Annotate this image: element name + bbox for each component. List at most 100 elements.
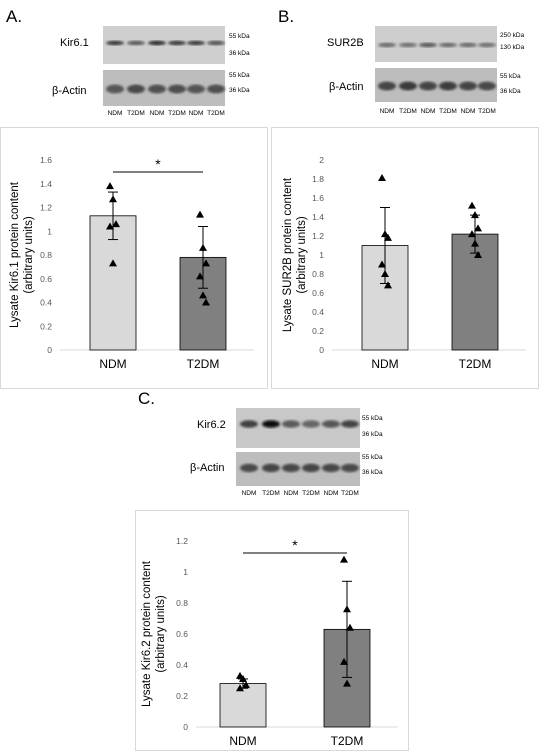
- blot-c-lane-1: NDM: [242, 490, 257, 497]
- chart-c-ytick-2: 0.4: [176, 660, 188, 670]
- chart-a-xlabel-t2dm: T2DM: [187, 357, 220, 371]
- chart-c-ytick-1: 0.2: [176, 691, 188, 701]
- blot-c-marker-2: 36 kDa: [362, 431, 383, 438]
- chart-b-point-ndm-2: [384, 233, 392, 241]
- panel-letter-b: B.: [278, 7, 294, 26]
- blot-a-marker-2: 36 kDa: [229, 50, 250, 57]
- chart-b-ytick-9: 1.8: [312, 174, 324, 184]
- blot-a-target-bands: [106, 40, 225, 46]
- blot-b: SUR2B β-Actin 250 kDa 130 kDa 55 kDa 36 …: [327, 26, 525, 115]
- chart-b-ylabel-line-1: Lysate SUR2B protein content: [282, 177, 294, 332]
- chart-a-ytick-7: 1.4: [40, 179, 52, 189]
- chart-a-point-t2dm-3: [196, 272, 204, 280]
- blot-c-loading-bands: [240, 463, 359, 473]
- chart-a-point-t2dm-0: [196, 210, 204, 218]
- blot-a-marker-3: 55 kDa: [229, 72, 250, 79]
- blot-c-lane-3: NDM: [284, 490, 299, 497]
- blot-a-target-band-4: [168, 40, 186, 46]
- chart-c-ytick-3: 0.6: [176, 629, 188, 639]
- blot-c-target-band-6: [341, 420, 359, 428]
- blot-c-lane-2: T2DM: [262, 490, 280, 497]
- blot-a-target-membrane: [103, 26, 225, 64]
- blot-c-loading-band-5: [322, 463, 340, 473]
- blot-a-loading-band-2: [127, 84, 145, 94]
- blot-a-loading-band-6: [207, 84, 225, 94]
- blot-c-loading-band-3: [282, 463, 300, 473]
- blot-a-lane-6: T2DM: [207, 110, 225, 117]
- blot-a: Kir6.1 β-Actin 55 kDa 36 kDa 55 kDa 36 k…: [52, 26, 250, 117]
- chart-a-point-ndm-0: [106, 182, 114, 190]
- blot-b-loading-band-3: [419, 81, 437, 91]
- blot-a-lane-1: NDM: [108, 110, 123, 117]
- blot-b-target-band-3: [419, 42, 437, 48]
- chart-a: 0 0.2 0.4 0.6 0.8 1 1.2 1.4 1.6 NDM T2DM * Lysate Ki…: [9, 155, 254, 371]
- blot-b-target-label: SUR2B: [327, 37, 364, 49]
- blot-a-marker-1: 55 kDa: [229, 33, 250, 40]
- chart-b-point-t2dm-0: [468, 201, 476, 209]
- blot-b-loading-label: β-Actin: [329, 81, 363, 93]
- chart-c-ytick-5: 1: [183, 567, 188, 577]
- blot-b-marker-3: 55 kDa: [500, 73, 521, 80]
- chart-a-point-t2dm-5: [202, 298, 210, 306]
- chart-b-ytick-0: 0: [319, 345, 324, 355]
- chart-a-point-t2dm-2: [202, 259, 210, 267]
- chart-c: 0 0.2 0.4 0.6 0.8 1 1.2 NDM T2DM * Lysate Kir6.2 p…: [141, 536, 398, 748]
- chart-c-frame: [135, 510, 409, 751]
- chart-b-point-ndm-3: [378, 260, 386, 268]
- chart-b-ytick-7: 1.4: [312, 212, 324, 222]
- chart-b-point-ndm-4: [381, 270, 389, 277]
- panel-letter-a: A.: [6, 7, 22, 26]
- chart-a-point-ndm-2: [112, 220, 120, 228]
- blot-b-loading-band-6: [478, 81, 496, 91]
- blot-c-target-band-2: [262, 420, 280, 428]
- chart-c-ytick-6: 1.2: [176, 536, 188, 546]
- blot-c-target-label: Kir6.2: [197, 419, 226, 431]
- blot-c: Kir6.2 β-Actin 55 kDa 36 kDa 55 kDa 36 k…: [190, 408, 383, 497]
- chart-b-point-t2dm-2: [474, 224, 482, 232]
- panel-letter-c: C.: [138, 389, 155, 408]
- chart-b-ytick-2: 0.4: [312, 307, 324, 317]
- chart-c-significance-star: *: [292, 537, 298, 553]
- chart-c-xlabel-t2dm: T2DM: [331, 734, 364, 748]
- chart-b-point-t2dm-4: [471, 239, 479, 247]
- chart-c-point-t2dm-1: [343, 605, 351, 613]
- blot-c-loading-band-2: [262, 463, 280, 473]
- chart-c-xlabel-ndm: NDM: [229, 734, 256, 748]
- chart-a-ytick-4: 0.8: [40, 250, 52, 260]
- chart-c-point-t2dm-0: [340, 555, 348, 563]
- blot-b-target-band-5: [459, 42, 477, 48]
- chart-c-ytick-0: 0: [183, 722, 188, 732]
- blot-a-marker-4: 36 kDa: [229, 87, 250, 94]
- blot-c-target-band-5: [322, 420, 340, 428]
- chart-c-ylabel-line-2: (arbitrary units): [155, 595, 167, 672]
- chart-a-ylabel-line-2: (arbitrary units): [23, 216, 35, 293]
- blot-b-target-band-4: [439, 42, 457, 48]
- chart-c-ylabel-line-1: Lysate Kir6.2 protein content: [141, 560, 153, 707]
- chart-b-ytick-8: 1.6: [312, 193, 324, 203]
- blot-b-lane-2: T2DM: [399, 108, 417, 115]
- blot-b-marker-1: 250 kDa: [500, 32, 525, 39]
- blot-c-target-band-4: [302, 420, 320, 428]
- chart-a-ytick-3: 0.6: [40, 274, 52, 284]
- blot-b-target-band-1: [378, 42, 396, 48]
- chart-b-point-ndm-1: [381, 230, 389, 238]
- chart-a-xlabel-ndm: NDM: [99, 357, 126, 371]
- blot-a-loading-band-1: [106, 84, 124, 94]
- blot-b-lane-1: NDM: [380, 108, 395, 115]
- chart-a-point-ndm-4: [109, 259, 117, 267]
- chart-a-ytick-0: 0: [47, 345, 52, 355]
- chart-b-ytick-4: 0.8: [312, 269, 324, 279]
- chart-a-point-ndm-3: [106, 222, 114, 230]
- blot-b-target-band-6: [478, 42, 496, 48]
- blot-b-lane-5: NDM: [461, 108, 476, 115]
- chart-a-point-t2dm-4: [199, 291, 207, 299]
- blot-c-loading-band-4: [302, 463, 320, 473]
- chart-b-ytick-5: 1: [319, 250, 324, 260]
- chart-b-ytick-3: 0.6: [312, 288, 324, 298]
- chart-b-ytick-6: 1.2: [312, 231, 324, 241]
- chart-a-ytick-8: 1.6: [40, 155, 52, 165]
- blot-a-lane-4: T2DM: [168, 110, 186, 117]
- blot-b-target-band-2: [399, 42, 417, 48]
- blot-a-target-band-2: [127, 40, 145, 46]
